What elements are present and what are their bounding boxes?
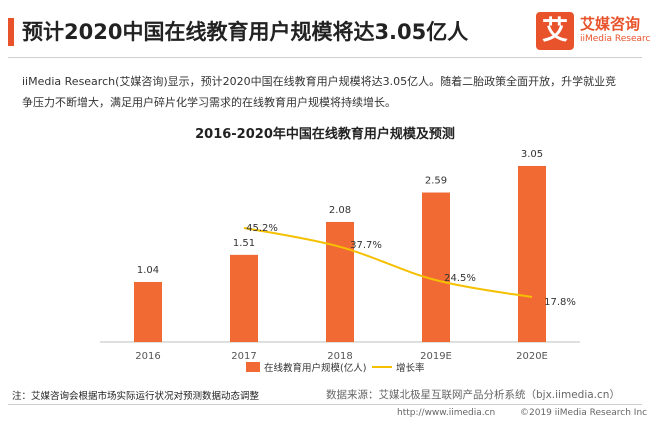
bar-2017 (230, 254, 258, 342)
footer-copyright: ©2019 iiMedia Research Inc (520, 408, 648, 418)
legend-label-line: 增长率 (396, 362, 425, 374)
title-accent-bar (8, 18, 14, 46)
bar-label-2020E: 3.05 (521, 149, 543, 160)
bar-label-2018: 2.08 (329, 205, 351, 216)
header-divider (8, 57, 642, 58)
legend-label-bar: 在线教育用户规模(亿人) (264, 362, 366, 374)
rate-label-2017: 45.2% (246, 223, 278, 234)
bar-2020E (518, 165, 546, 342)
logo-name: 艾媒咨询 (580, 15, 641, 33)
bar-label-2019E: 2.59 (425, 176, 447, 187)
legend-swatch-bar (246, 362, 260, 372)
x-tick-2020E: 2020E (516, 351, 548, 362)
bar-2019E (422, 192, 450, 342)
rate-label-2019E: 24.5% (444, 273, 476, 284)
footer-divider (8, 404, 642, 405)
logo-icon: 艾 (536, 12, 574, 50)
x-tick-2019E: 2019E (420, 351, 452, 362)
rate-label-2020E: 17.8% (544, 297, 576, 308)
bar-2016 (134, 281, 162, 342)
x-tick-2017: 2017 (231, 351, 256, 362)
chart-title: 2016-2020年中国在线教育用户规模及预测 (195, 127, 455, 142)
bar-2018 (326, 221, 354, 342)
footnote: 注：艾媒咨询会根据市场实际运行状况对预测数据动态调整 (12, 391, 260, 402)
data-source: 数据来源：艾媒北极星互联网产品分析系统（bjx.iimedia.cn） (326, 389, 620, 401)
bar-label-2016: 1.04 (137, 265, 159, 276)
growth-rate-line (243, 226, 533, 299)
rate-label-2018: 37.7% (350, 240, 382, 251)
description-text: iiMedia Research(艾媒咨询)显示，预计2020中国在线教育用户规… (22, 75, 617, 109)
bar-label-2017: 1.51 (233, 238, 255, 249)
brand-logo: 艾 艾媒咨询 iiMedia Research (536, 12, 650, 52)
page-title: 预计2020中国在线教育用户规模将达3.05亿人 (22, 20, 469, 44)
footer-url[interactable]: http://www.iimedia.cn (397, 408, 496, 418)
logo-english-name: iiMedia Research (580, 34, 650, 44)
x-tick-2016: 2016 (135, 351, 160, 362)
x-tick-2018: 2018 (327, 351, 352, 362)
